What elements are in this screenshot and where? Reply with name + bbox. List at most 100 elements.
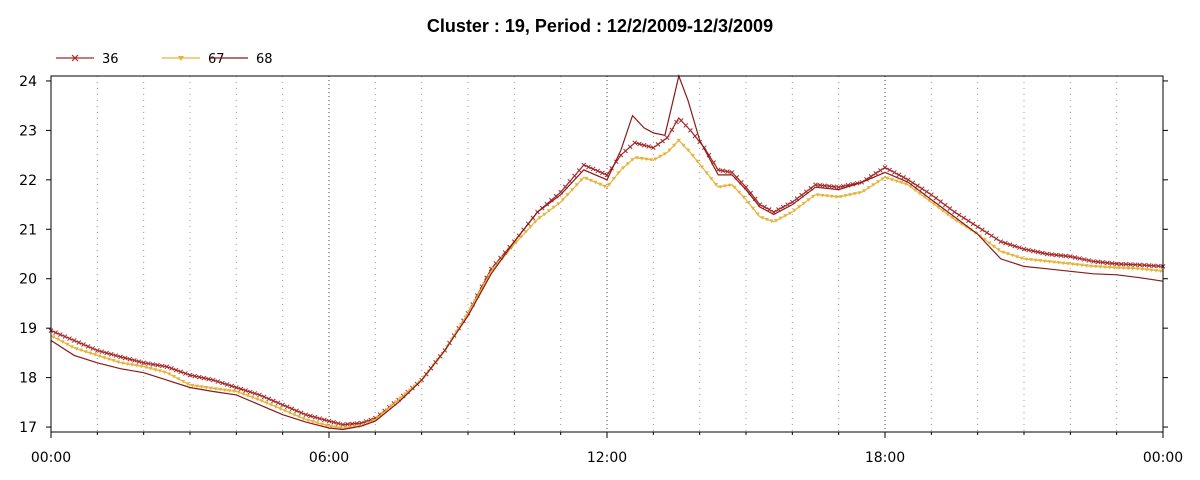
- point-marker: [148, 367, 153, 371]
- point-marker: [987, 241, 992, 245]
- point-marker: [736, 190, 742, 195]
- point-marker: [319, 422, 325, 427]
- point-marker: [982, 237, 987, 242]
- point-marker: [111, 359, 116, 363]
- point-marker: [76, 340, 82, 345]
- point-marker: [532, 220, 538, 224]
- point-marker: [271, 398, 276, 404]
- point-marker: [671, 143, 677, 148]
- point-marker: [681, 143, 686, 148]
- point-marker: [523, 230, 529, 234]
- point-marker: [834, 195, 839, 199]
- point-marker: [92, 353, 98, 357]
- point-marker: [623, 148, 628, 154]
- y-tick-label: 21: [19, 222, 37, 238]
- point-marker: [1047, 260, 1052, 264]
- point-marker: [196, 374, 202, 380]
- point-marker: [861, 189, 867, 193]
- point-marker: [1044, 251, 1050, 257]
- point-marker: [294, 408, 299, 414]
- point-marker: [699, 165, 705, 170]
- point-marker: [1067, 254, 1073, 259]
- point-marker: [956, 212, 962, 218]
- point-marker: [266, 396, 272, 402]
- point-marker: [634, 156, 640, 160]
- point-marker: [322, 417, 327, 423]
- point-marker: [1107, 265, 1112, 270]
- point-marker: [106, 357, 112, 362]
- point-marker: [1102, 265, 1108, 270]
- point-marker: [354, 421, 360, 426]
- point-marker: [326, 418, 332, 424]
- point-marker: [192, 373, 197, 379]
- point-marker: [180, 379, 186, 384]
- x-tick-label: 12:00: [587, 450, 627, 466]
- point-marker: [305, 418, 311, 423]
- point-marker: [1091, 259, 1096, 264]
- point-marker: [678, 118, 684, 123]
- point-marker: [975, 224, 981, 230]
- point-marker: [132, 358, 137, 363]
- point-marker: [908, 185, 913, 189]
- point-marker: [1026, 247, 1031, 253]
- point-marker: [389, 404, 394, 408]
- point-marker: [692, 133, 698, 139]
- point-marker: [852, 192, 858, 196]
- x-axis: 00:00 06:00 12:00 18:00 00:00: [31, 432, 1183, 466]
- point-marker: [792, 208, 797, 213]
- point-marker: [991, 244, 997, 249]
- point-marker: [1070, 262, 1075, 267]
- point-marker: [915, 183, 920, 189]
- point-marker: [136, 359, 142, 364]
- point-marker: [607, 182, 612, 187]
- point-marker: [549, 197, 554, 203]
- point-marker: [961, 215, 967, 221]
- point-marker: [120, 361, 126, 366]
- point-marker: [1126, 266, 1131, 271]
- x-tick-label: 00:00: [1143, 450, 1183, 466]
- point-marker: [688, 128, 693, 133]
- point-marker: [213, 387, 218, 391]
- point-marker: [1081, 257, 1087, 262]
- point-marker: [345, 421, 350, 427]
- point-marker: [760, 216, 765, 220]
- point-marker: [1077, 256, 1082, 261]
- point-marker: [750, 206, 756, 211]
- point-marker: [560, 198, 566, 202]
- point-marker: [746, 200, 751, 205]
- point-marker: [919, 186, 925, 192]
- point-marker: [801, 201, 807, 206]
- point-marker: [583, 176, 589, 181]
- point-marker: [65, 342, 70, 347]
- point-marker: [551, 205, 556, 210]
- point-marker: [1086, 258, 1092, 263]
- point-marker: [1040, 250, 1045, 256]
- point-marker: [1153, 269, 1159, 273]
- point-marker: [936, 205, 941, 210]
- point-marker: [1158, 269, 1163, 274]
- y-tick-label: 17: [19, 420, 37, 436]
- point-marker: [217, 387, 223, 392]
- point-marker: [282, 409, 288, 413]
- point-marker: [201, 375, 207, 381]
- point-marker: [787, 211, 793, 216]
- point-marker: [324, 423, 329, 428]
- point-marker: [630, 158, 635, 162]
- point-marker: [1038, 259, 1043, 263]
- point-marker: [655, 142, 661, 147]
- point-marker: [998, 239, 1004, 244]
- point-marker: [947, 206, 953, 211]
- point-marker: [664, 135, 670, 141]
- point-marker: [278, 407, 283, 411]
- point-marker: [704, 171, 709, 175]
- point-marker: [709, 177, 714, 181]
- point-marker: [1028, 258, 1034, 262]
- point-marker: [945, 212, 950, 217]
- point-marker: [301, 417, 306, 421]
- point-marker: [952, 209, 957, 215]
- point-marker: [546, 209, 552, 213]
- grid: [96, 76, 1118, 432]
- series-line-67: [50, 139, 1164, 429]
- point-marker: [224, 382, 230, 387]
